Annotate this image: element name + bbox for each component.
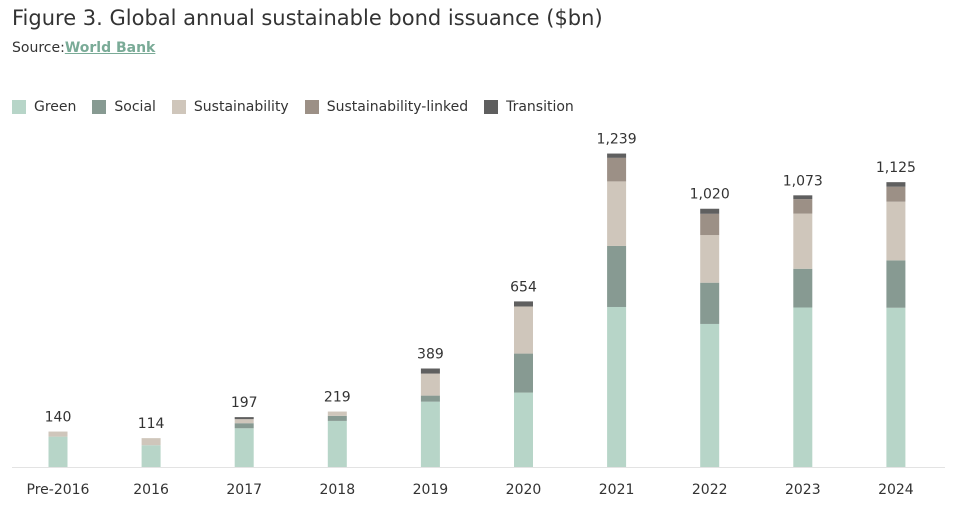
- x-tick-label: 2022: [692, 482, 728, 498]
- x-tick-label: 2024: [878, 482, 914, 498]
- bar-segment-sustainability: [607, 181, 627, 246]
- legend-item: Sustainability-linked: [304, 99, 469, 115]
- legend-label: Sustainability: [193, 99, 289, 115]
- legend-label: Green: [34, 99, 77, 115]
- total-label: 654: [510, 279, 537, 295]
- x-tick-label: 2016: [133, 482, 169, 498]
- bar-segment-transition: [514, 301, 533, 307]
- legend-swatch: [92, 100, 107, 114]
- total-label: 1,073: [783, 173, 823, 189]
- legend-item: Green: [12, 99, 76, 115]
- bar-segment-transition: [234, 417, 254, 420]
- bar-segment-sustainability: [793, 213, 813, 269]
- bar-segment-social: [327, 415, 347, 421]
- source-link[interactable]: World Bank: [64, 40, 156, 56]
- bar-segment-green: [420, 401, 440, 467]
- x-tick-label: 2023: [785, 482, 821, 498]
- x-tick-label: 2017: [226, 482, 262, 498]
- bar-segment-social: [700, 282, 720, 324]
- total-label: 219: [324, 390, 351, 406]
- bar-segment-green: [48, 436, 68, 467]
- bar-segment-sustainability: [48, 431, 68, 437]
- bar-segment-green: [514, 392, 533, 467]
- bar-segment-sustainability: [514, 306, 533, 354]
- bar-segment-sustainability-linked: [793, 199, 813, 214]
- legend-item: Sustainability: [171, 99, 289, 115]
- total-label: 1,125: [876, 160, 916, 176]
- bar-segment-sustainability-linked: [700, 213, 720, 236]
- bar-segment-transition: [420, 368, 440, 374]
- total-label: 389: [417, 347, 444, 363]
- bar-segment-social: [420, 395, 440, 402]
- chart-title: Figure 3. Global annual sustainable bond…: [12, 6, 603, 30]
- bar-segment-green: [327, 420, 347, 467]
- x-tick-label: 2020: [506, 482, 542, 498]
- bar-segment-sustainability-linked: [886, 186, 906, 202]
- legend-swatch: [12, 100, 26, 114]
- total-label: 1,239: [597, 132, 637, 148]
- legend-swatch: [484, 100, 499, 114]
- total-label: 114: [138, 416, 165, 432]
- bar-segment-green: [607, 306, 627, 467]
- legend-label: Social: [114, 99, 156, 115]
- bar-segment-green: [700, 323, 720, 467]
- total-label: 1,020: [690, 187, 730, 203]
- bar-segment-sustainability: [141, 438, 161, 446]
- x-tick-label: Pre-2016: [27, 482, 90, 498]
- bar-segment-transition: [793, 195, 813, 200]
- bar-segment-sustainability: [420, 373, 440, 396]
- bar-segment-sustainability: [700, 235, 720, 283]
- bar-segment-transition: [700, 208, 720, 214]
- legend: Green Social Sustainability Sustainability-…: [12, 99, 574, 115]
- legend-label: Sustainability-linked: [326, 99, 469, 115]
- legend-swatch: [171, 100, 186, 114]
- bar-segment-transition: [607, 153, 627, 158]
- bar-segment-sustainability: [886, 201, 906, 261]
- total-label: 140: [45, 410, 72, 426]
- x-tick-label: 2021: [599, 482, 635, 498]
- bar-segment-green: [234, 428, 254, 467]
- bar-segment-social: [514, 353, 533, 393]
- bar-segment-social: [793, 268, 813, 308]
- bar-segment-green: [886, 307, 906, 467]
- legend-item: Transition: [484, 99, 574, 115]
- bar-segment-sustainability-linked: [607, 157, 627, 182]
- x-tick-label: 2019: [413, 482, 449, 498]
- source-line: Source:World Bank: [12, 40, 155, 56]
- bar-segment-sustainability: [327, 411, 347, 416]
- bar-segment-social: [234, 423, 254, 429]
- bar-segment-green: [141, 445, 161, 467]
- total-label: 197: [231, 395, 258, 411]
- legend-swatch: [304, 100, 319, 114]
- bar-segment-sustainability: [234, 419, 254, 424]
- bar-segment-green: [793, 307, 813, 467]
- x-tick-label: 2018: [319, 482, 355, 498]
- legend-item: Social: [92, 99, 156, 115]
- legend-label: Transition: [506, 99, 574, 115]
- bar-segment-social: [886, 260, 906, 308]
- bar-segment-transition: [886, 182, 906, 187]
- source-label: Source:: [12, 40, 65, 56]
- bar-segment-social: [607, 245, 627, 307]
